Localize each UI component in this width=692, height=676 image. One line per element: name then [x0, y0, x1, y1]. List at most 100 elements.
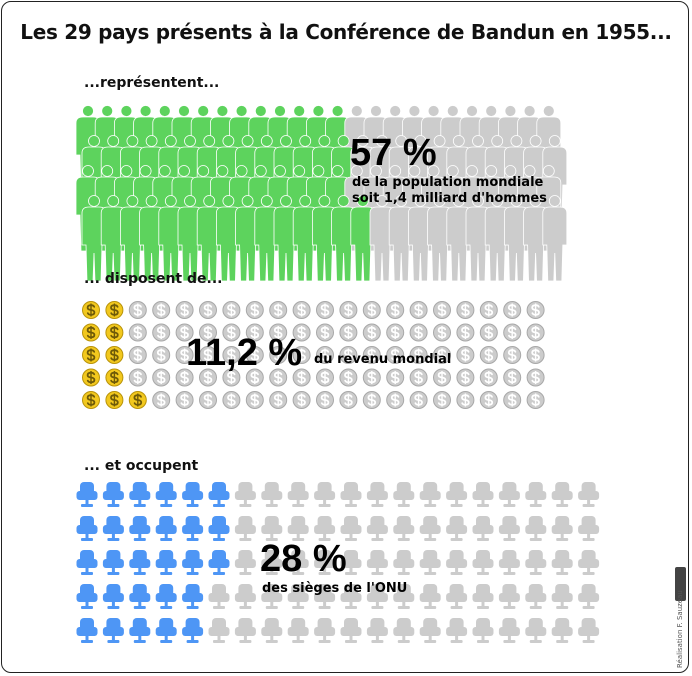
- dollar-coin-icon: [526, 346, 545, 364]
- seat-icon: [366, 482, 388, 507]
- dollar-coin-icon: [503, 323, 522, 342]
- seat-icon: [261, 482, 283, 507]
- seat-icon: [446, 618, 468, 643]
- seat-icon: [261, 550, 283, 575]
- seat-icon: [155, 482, 177, 507]
- seat-icon: [578, 516, 600, 541]
- seat-icon: [446, 516, 468, 541]
- dollar-coin-icon: [105, 368, 124, 387]
- dollar-coin-icon: [245, 368, 264, 387]
- seat-icon: [182, 584, 204, 609]
- seat-icon: [419, 584, 441, 609]
- dollar-coin-icon: [339, 323, 358, 342]
- seat-icon: [393, 584, 415, 609]
- seat-icon: [472, 550, 494, 575]
- person-icon: [427, 195, 452, 282]
- person-icon: [100, 195, 126, 282]
- seat-icon: [182, 482, 204, 507]
- seat-icon: [76, 584, 98, 609]
- dollar-coin-icon: [409, 323, 428, 342]
- person-icon: [542, 195, 568, 282]
- seat-icon: [155, 618, 177, 643]
- seat-icon: [314, 584, 336, 609]
- person-icon: [312, 195, 337, 282]
- seat-icon: [208, 482, 230, 507]
- seat-icon: [102, 482, 124, 507]
- dollar-coin-icon: [152, 346, 171, 364]
- dollar-coin-icon: [316, 323, 334, 342]
- dollar-coin-icon: [433, 346, 451, 364]
- seat-icon: [182, 550, 204, 575]
- dollar-coin-icon: [175, 346, 194, 364]
- person-icon: [196, 195, 222, 282]
- dollar-coin-icon: [292, 301, 311, 319]
- seat-icon: [366, 516, 388, 541]
- dollar-coin-icon: [503, 368, 522, 387]
- dollar-coin-icon: [128, 368, 147, 387]
- population-desc-1: de la population mondiale: [352, 175, 544, 190]
- seat-icon: [208, 516, 230, 541]
- seat-icon: [472, 618, 494, 643]
- seats-desc: des sièges de l'ONU: [262, 581, 408, 596]
- dollar-coin-icon: [175, 301, 194, 319]
- dollar-coin-icon: [409, 368, 428, 387]
- dollar-coin-icon: [479, 346, 498, 364]
- seat-icon: [340, 516, 362, 541]
- page-title: Les 29 pays présents à la Conférence de …: [20, 20, 672, 44]
- dollar-coin-icon: [316, 301, 334, 319]
- seat-icon: [393, 516, 415, 541]
- seat-icon: [102, 584, 124, 609]
- dollar-coin-icon: [82, 323, 100, 342]
- dollar-coin-icon: [479, 391, 498, 409]
- dollar-coin-icon: [105, 346, 124, 364]
- dollar-coin-icon: [82, 346, 100, 364]
- dollar-coin-icon: [386, 368, 405, 387]
- seat-icon: [340, 550, 362, 575]
- seat-icon: [155, 550, 177, 575]
- seat-icon: [498, 550, 520, 575]
- dollar-coin-icon: [339, 346, 358, 364]
- dollar-coin-icon: [222, 323, 241, 342]
- seat-icon: [472, 584, 494, 609]
- person-icon: [350, 195, 376, 282]
- dollar-coin-icon: [433, 368, 451, 387]
- person-icon: [235, 195, 260, 282]
- dollar-coin-icon: [199, 301, 217, 319]
- dollar-coin-icon: [362, 391, 381, 409]
- dollar-coin-icon: [245, 391, 264, 409]
- dollar-coin-icon: [269, 368, 288, 387]
- seat-icon: [393, 550, 415, 575]
- dollar-coin-icon: [362, 301, 381, 319]
- dollar-coin-icon: [152, 301, 171, 319]
- seat-icon: [472, 482, 494, 507]
- seat-icon: [155, 584, 177, 609]
- seat-icon: [129, 550, 151, 575]
- seat-icon: [419, 618, 441, 643]
- seat-icon: [314, 482, 336, 507]
- seat-icon: [287, 550, 309, 575]
- dollar-coin-icon: [152, 391, 171, 409]
- dollar-coin-icon: [128, 391, 147, 409]
- dollar-coin-icon: [503, 391, 522, 409]
- seat-icon: [498, 482, 520, 507]
- seat-icon: [208, 550, 230, 575]
- dollar-coin-icon: [456, 368, 475, 387]
- person-icon: [388, 195, 414, 282]
- dollar-coin-icon: [82, 368, 100, 387]
- seat-icon: [419, 482, 441, 507]
- dollar-coin-icon: [339, 391, 358, 409]
- dollar-coin-icon: [362, 323, 381, 342]
- seat-icon: [76, 482, 98, 507]
- section-label-income: ... disposent de...: [84, 271, 223, 287]
- dollar-coin-icon: [152, 368, 171, 387]
- cc-license-icon: [675, 567, 686, 601]
- dollar-coin-icon: [526, 301, 545, 319]
- seat-icon: [261, 584, 283, 609]
- seat-icon: [208, 618, 230, 643]
- seat-icon: [234, 584, 256, 609]
- dollar-coin-icon: [175, 391, 194, 409]
- dollar-coin-icon: [409, 346, 428, 364]
- dollar-coin-icon: [128, 346, 147, 364]
